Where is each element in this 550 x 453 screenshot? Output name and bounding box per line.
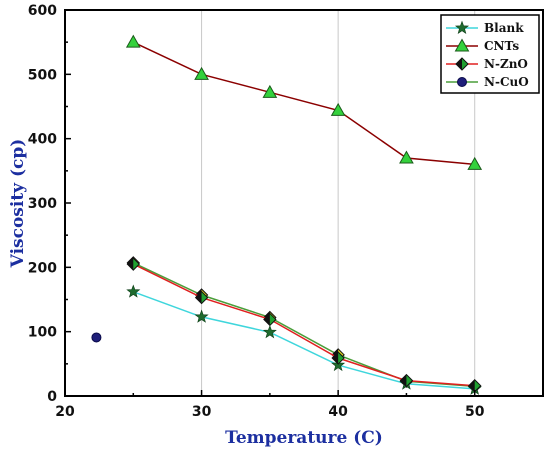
- x-tick-label: 40: [328, 404, 348, 420]
- legend-item-blank: Blank: [446, 20, 524, 35]
- grid-lines: [201, 10, 476, 396]
- legend-item-n-cuo: N-CuO: [446, 75, 529, 89]
- data-point-n-zno: [263, 312, 277, 327]
- y-tick-label: 400: [28, 132, 57, 148]
- data-point-blank: [262, 324, 277, 339]
- series-line-blank: [133, 291, 475, 390]
- legend: Blank CNTs N-ZnO N-CuO: [440, 14, 540, 94]
- y-tick-label: 300: [28, 196, 57, 212]
- data-point-blank: [194, 309, 209, 323]
- data-point-n-zno: [194, 290, 209, 305]
- data-point-cnts: [194, 66, 209, 80]
- y-tick-label: 600: [28, 3, 57, 19]
- series-cnts: [125, 34, 483, 170]
- x-axis-title: Temperature (C): [225, 428, 383, 448]
- y-tick-label: 500: [28, 67, 57, 83]
- legend-item-cnts: CNTs: [446, 38, 519, 53]
- y-tick-label: 100: [28, 325, 57, 341]
- y-tick-label: 200: [28, 260, 57, 276]
- data-point-n-zno: [126, 257, 140, 271]
- legend-label: Blank: [484, 21, 524, 35]
- x-tick-label: 20: [55, 404, 75, 420]
- legend-label: N-ZnO: [484, 57, 528, 71]
- series-n-cuo: [91, 256, 482, 394]
- series-line-n-zno: [132, 263, 475, 387]
- legend-marker-n-cuo: [457, 77, 467, 87]
- series-line-cnts: [132, 41, 475, 166]
- legend-marker-cnts: [454, 38, 470, 52]
- data-series: [91, 34, 483, 395]
- legend-marker-n-zno: [455, 57, 469, 71]
- legend-marker-blank: [454, 20, 470, 35]
- data-point-n-cuo: [91, 332, 102, 343]
- x-tick-label: 30: [192, 404, 212, 420]
- data-point-cnts: [330, 102, 346, 116]
- data-point-cnts: [262, 84, 278, 98]
- data-point-cnts: [125, 34, 141, 48]
- series-n-zno: [126, 257, 482, 393]
- legend-label: N-CuO: [484, 75, 529, 89]
- data-point-n-zno: [399, 373, 414, 388]
- data-point-blank: [126, 284, 141, 298]
- y-axis-title: Viscosity (cp): [8, 139, 28, 269]
- legend-item-n-zno: N-ZnO: [446, 57, 528, 71]
- y-tick-label: 0: [47, 389, 57, 405]
- data-point-cnts: [467, 156, 483, 170]
- series-blank: [126, 284, 482, 395]
- data-point-n-zno: [331, 351, 345, 365]
- legend-label: CNTs: [484, 39, 519, 53]
- series-line-n-cuo: [132, 262, 475, 388]
- data-point-n-zno: [468, 378, 482, 393]
- x-tick-label: 50: [465, 404, 485, 420]
- data-point-cnts: [399, 150, 414, 164]
